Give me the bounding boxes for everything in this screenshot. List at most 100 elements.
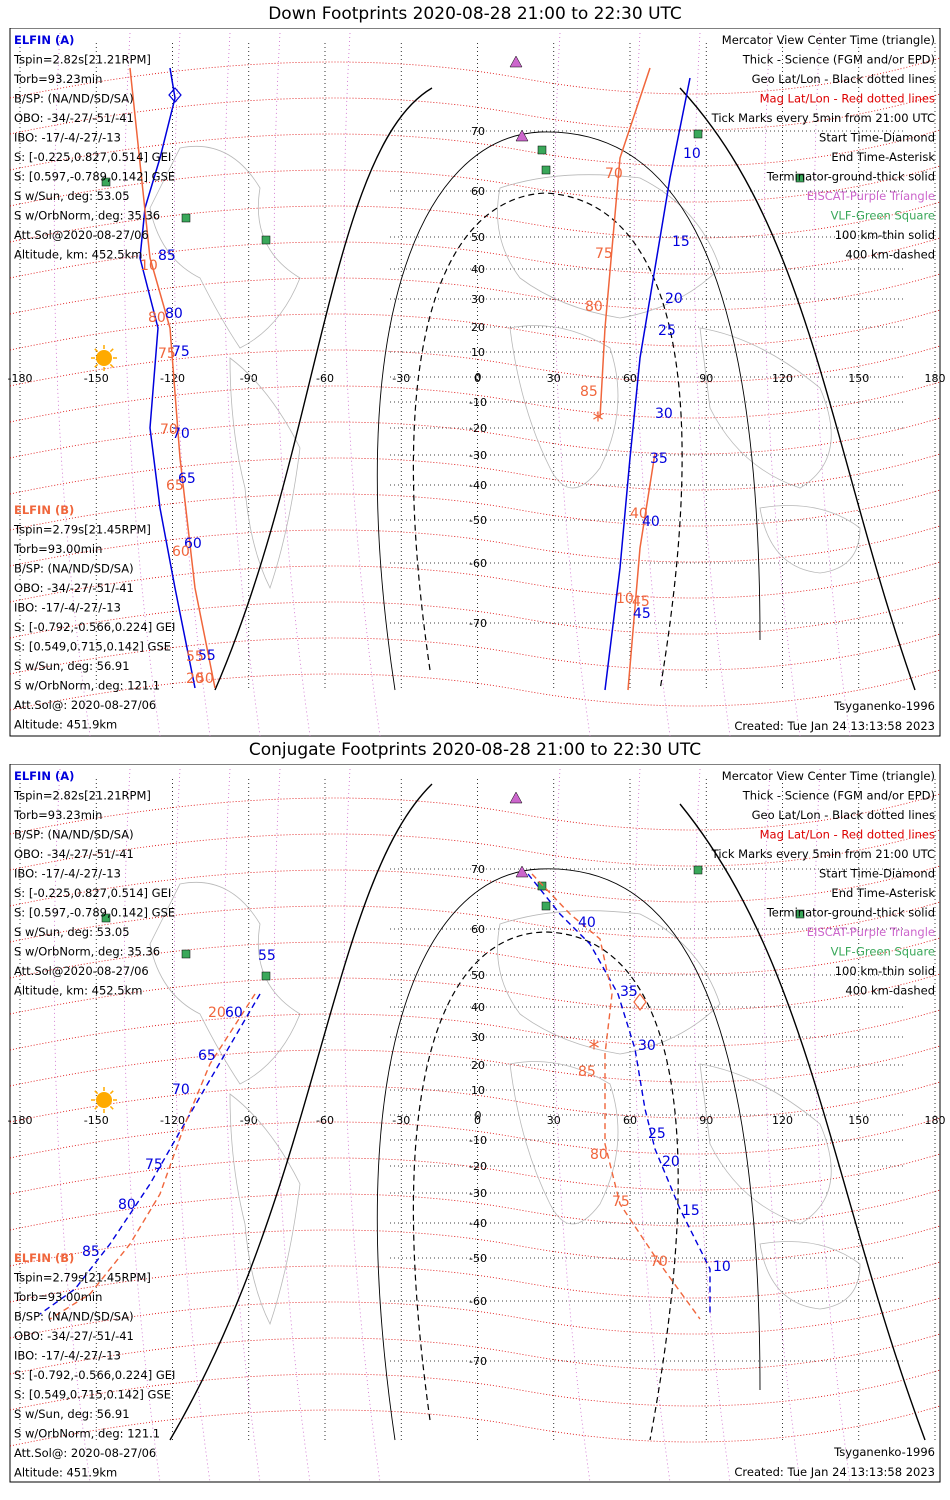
start-diamond-icon (633, 993, 647, 1011)
elfin-b-tick-label: 20 (186, 671, 204, 687)
vlf-station-square-icon (541, 901, 551, 911)
elfin-b-tick-label: 70 (160, 422, 178, 438)
mag-latitude-line (9, 1297, 941, 1339)
mag-latitude-line (9, 829, 941, 871)
mag-latitude-line (9, 865, 941, 907)
legend-line: Geo Lat/Lon - Black dotted lines (752, 72, 935, 86)
legend-line: EISCAT-Purple Triangle (807, 189, 935, 203)
coastline (699, 1063, 832, 1225)
elfin-a-tick-label: 40 (578, 915, 596, 931)
lon-label: -90 (240, 1114, 258, 1127)
elfin-a-tick-label: 10 (713, 1259, 731, 1275)
elfin-a-tick-label: 60 (184, 536, 202, 552)
mag-latitude-line (9, 901, 941, 943)
vlf-station-square-icon (181, 949, 191, 959)
legend-line: Terminator-ground-thick solid (766, 170, 935, 184)
lon-label: 0 (474, 372, 481, 385)
panel-title-conjugate: Conjugate Footprints 2020-08-28 21:00 to… (248, 740, 702, 760)
lon-label: -120 (160, 372, 185, 385)
elfin-a-info-line: Att.Sol@2020-08-27/06 (14, 228, 149, 242)
mag-latitude-line (9, 1369, 941, 1411)
lat-label: -20 (469, 422, 487, 435)
mag-latitude-line (9, 1333, 941, 1375)
mag-longitude-line (223, 768, 261, 1483)
model-label: Tsyganenko-1996 (833, 699, 935, 713)
lat-label: 40 (471, 1001, 485, 1014)
elfin-b-info-line: Tspin=2.79s[21.45RPM] (13, 1271, 151, 1285)
mag-latitude-line (9, 1045, 941, 1087)
elfin-b-track (129, 67, 216, 689)
elfin-a-tick-label: 15 (672, 234, 690, 250)
vlf-station-square-icon (101, 177, 111, 187)
mag-latitude-line (9, 273, 941, 315)
lon-label: 60 (623, 372, 637, 385)
elfin-a-tick-label: 70 (172, 426, 190, 442)
mag-latitude-line (9, 669, 941, 711)
elfin-a-info-line: Torb=93.23min (13, 72, 102, 86)
lat-label: -20 (469, 1160, 487, 1173)
lon-label: -60 (316, 372, 334, 385)
legend-line: Mercator View Center Time (triangle) (722, 769, 935, 783)
mag-latitude-line (9, 1153, 941, 1195)
fov-100km-line (376, 131, 761, 691)
lat-label: -30 (469, 1187, 487, 1200)
lon-label: -90 (240, 372, 258, 385)
lat-label: 50 (471, 231, 485, 244)
lat-label: 60 (471, 185, 485, 198)
mag-longitude-line (273, 768, 311, 1483)
mag-latitude-line (9, 793, 941, 835)
mag-longitude-line (813, 768, 851, 1483)
elfin-b-tick-label: 80 (585, 299, 603, 315)
elfin-b-info-line: Att.Sol@: 2020-08-27/06 (14, 698, 156, 712)
elfin-b-tick-label: 20 (208, 1005, 226, 1021)
end-asterisk-icon: * (593, 409, 604, 434)
lat-label: -50 (469, 514, 487, 527)
mag-longitude-line (173, 768, 211, 1483)
mag-longitude-line (693, 768, 731, 1483)
elfin-b-tick-label: 80 (590, 1147, 608, 1163)
vlf-station-square-icon (693, 129, 703, 139)
elfin-a-track (527, 873, 711, 1314)
lon-label: -150 (84, 1114, 109, 1127)
legend-line: Mag Lat/Lon - Red dotted lines (760, 92, 935, 106)
elfin-b-info-line: S: [0.549,0.715,0.142] GSE (14, 640, 171, 654)
lon-label: -180 (8, 372, 33, 385)
vlf-station-square-icon (261, 235, 271, 245)
mag-latitude-line (9, 381, 941, 423)
elfin-a-info-line: Torb=93.23min (13, 808, 102, 822)
created-label: Created: Tue Jan 24 13:13:58 2023 (734, 719, 935, 733)
mag-latitude-line (9, 93, 941, 135)
elfin-b-info-line: OBO: -34/-27/-51/-41 (14, 581, 134, 595)
elfin-a-info-line: B/SP: (NA/ND/SD/SA) (14, 828, 134, 842)
legend-line: 100 km-thin solid (835, 964, 935, 978)
elfin-b-tick-label: 80 (148, 310, 166, 326)
legend-line: Tick Marks every 5min from 21:00 UTC (711, 847, 935, 861)
elfin-a-tick-label: 75 (145, 1157, 163, 1173)
vlf-station-square-icon (261, 971, 271, 981)
elfin-a-info-line: Att.Sol@2020-08-27/06 (14, 964, 149, 978)
elfin-a-info-line: S: [0.597,-0.789,0.142] GSE (14, 170, 175, 184)
mag-latitude-line (9, 309, 941, 351)
legend-line: Start Time-Diamond (819, 131, 935, 145)
mag-latitude-line (9, 937, 941, 979)
lat-label: -40 (469, 479, 487, 492)
elfin-a-tick-label: 15 (682, 1203, 700, 1219)
mag-latitude-line (9, 489, 941, 531)
mag-latitude-line (9, 633, 941, 675)
elfin-a-info-line: S w/Sun, deg: 53.05 (14, 925, 130, 939)
lat-label: 20 (471, 1059, 485, 1072)
mag-longitude-line (273, 32, 311, 737)
mag-latitude-line (9, 237, 941, 279)
created-label: Created: Tue Jan 24 13:13:58 2023 (734, 1465, 935, 1479)
elfin-a-tick-label: 45 (633, 606, 651, 622)
lat-label: -70 (469, 1355, 487, 1368)
elfin-b-tick-label: 70 (650, 1254, 668, 1270)
mag-longitude-line (633, 32, 671, 737)
mag-longitude-line (553, 32, 591, 737)
elfin-a-tick-label: 10 (683, 146, 701, 162)
elfin-a-info-line: S w/OrbNorm, deg: 35.36 (14, 945, 160, 959)
elfin-b-info-line: S: [-0.792,-0.566,0.224] GEI (14, 620, 175, 634)
mag-latitude-line (9, 1261, 941, 1303)
elfin-a-info-line: Tspin=2.82s[21.21RPM] (13, 53, 151, 67)
lon-label: -30 (392, 1114, 410, 1127)
